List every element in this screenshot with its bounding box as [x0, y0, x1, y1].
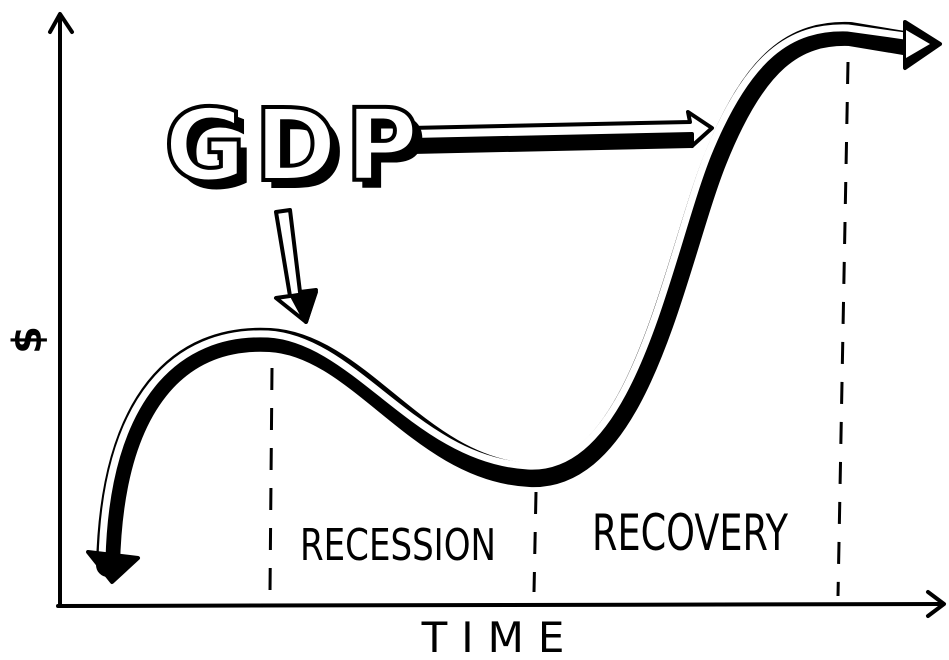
arrow-down-shadow	[290, 290, 318, 324]
title-shadow: GDP	[172, 95, 434, 212]
curve-end-arrow-highlight	[906, 30, 930, 58]
x-axis	[56, 602, 944, 608]
phase-label: RECESSION	[300, 520, 496, 571]
arrow-right-shadow	[410, 132, 694, 154]
pointer-arrows	[274, 110, 714, 324]
gdp-curve	[86, 20, 942, 584]
axes	[48, 12, 946, 618]
curve-start-arrow	[86, 550, 140, 584]
curve-shadow	[96, 21, 922, 577]
divider	[836, 61, 850, 597]
phase-label: RECOVERY	[592, 504, 788, 562]
y-axis-label: $	[5, 326, 51, 354]
divider	[532, 491, 538, 593]
phase-dividers	[268, 61, 850, 597]
title: GDP	[164, 87, 426, 204]
divider	[268, 367, 274, 593]
x-axis-arrow	[926, 590, 946, 618]
x-axis-label: TIME	[421, 613, 579, 660]
y-axis-arrow	[48, 12, 74, 34]
curve-highlight	[98, 24, 909, 564]
